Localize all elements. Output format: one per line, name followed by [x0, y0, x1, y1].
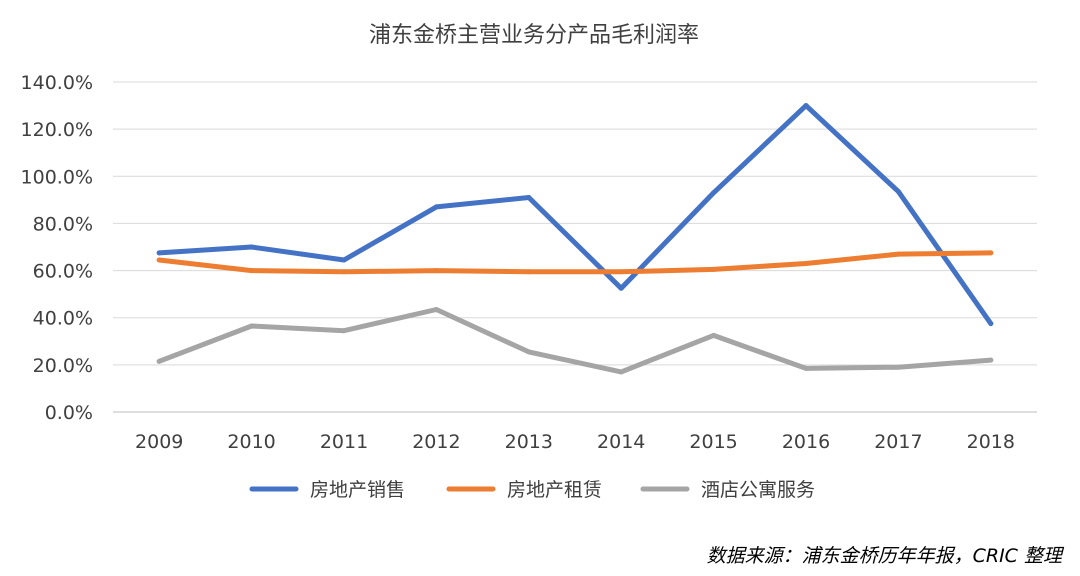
data-point — [988, 250, 994, 256]
data-point — [433, 306, 439, 312]
data-point — [249, 323, 255, 329]
x-tick-label: 2012 — [412, 431, 460, 453]
data-point — [249, 244, 255, 250]
data-point — [618, 369, 624, 375]
data-point — [341, 269, 347, 275]
data-point — [988, 357, 994, 363]
y-axis-ticks: 0.0% 20.0% 40.0% 60.0% 80.0% 100.0% 120.0% 140.… — [21, 72, 93, 424]
data-point — [618, 269, 624, 275]
y-tick-label: 80.0% — [33, 213, 93, 235]
y-tick-label: 60.0% — [33, 261, 93, 283]
data-point — [618, 285, 624, 291]
x-tick-label: 2016 — [782, 431, 830, 453]
data-point — [526, 195, 532, 200]
x-tick-label: 2017 — [874, 431, 922, 453]
data-point — [895, 364, 901, 370]
data-point — [433, 268, 439, 274]
y-tick-label: 0.0% — [45, 402, 93, 424]
x-tick-label: 2018 — [967, 431, 1015, 453]
series-lines — [156, 103, 994, 375]
data-point — [711, 266, 717, 272]
y-tick-label: 100.0% — [21, 166, 93, 188]
data-point — [249, 268, 255, 274]
legend-label: 房地产销售 — [310, 479, 405, 501]
data-point — [803, 103, 809, 109]
data-point — [895, 189, 901, 195]
data-point — [988, 321, 994, 327]
data-point — [895, 251, 901, 257]
data-point — [156, 250, 162, 256]
data-point — [433, 204, 439, 210]
x-tick-label: 2014 — [597, 431, 645, 453]
legend-label: 酒店公寓服务 — [701, 479, 815, 501]
y-tick-label: 40.0% — [33, 308, 93, 330]
x-tick-label: 2013 — [505, 431, 553, 453]
chart-title: 浦东金桥主营业务分产品毛利润率 — [369, 23, 699, 48]
y-tick-label: 140.0% — [21, 72, 93, 94]
data-point — [526, 269, 532, 275]
series-line-0 — [156, 103, 994, 327]
series-line-2 — [156, 307, 994, 375]
data-point — [803, 261, 809, 266]
source-note: 数据来源：浦东金桥历年年报，CRIC 整理 — [707, 545, 1065, 567]
data-point — [803, 365, 809, 371]
data-point — [341, 257, 347, 263]
data-point — [156, 257, 162, 263]
y-tick-label: 20.0% — [33, 355, 93, 377]
y-tick-label: 120.0% — [21, 119, 93, 141]
series-line-1 — [156, 250, 994, 275]
legend-label: 房地产租赁 — [507, 479, 602, 501]
x-tick-label: 2011 — [320, 431, 368, 453]
x-tick-label: 2010 — [227, 431, 275, 453]
data-point — [526, 349, 532, 355]
data-point — [156, 358, 162, 364]
x-tick-label: 2009 — [135, 431, 183, 453]
legend: 房地产销售 房地产租赁 酒店公寓服务 — [249, 479, 815, 501]
x-axis-ticks: 2009 2010 2011 2012 2013 2014 2015 2016 2017 2018 — [135, 431, 1015, 453]
data-point — [341, 328, 347, 334]
data-point — [711, 190, 717, 196]
x-tick-label: 2015 — [689, 431, 737, 453]
data-point — [711, 332, 717, 338]
